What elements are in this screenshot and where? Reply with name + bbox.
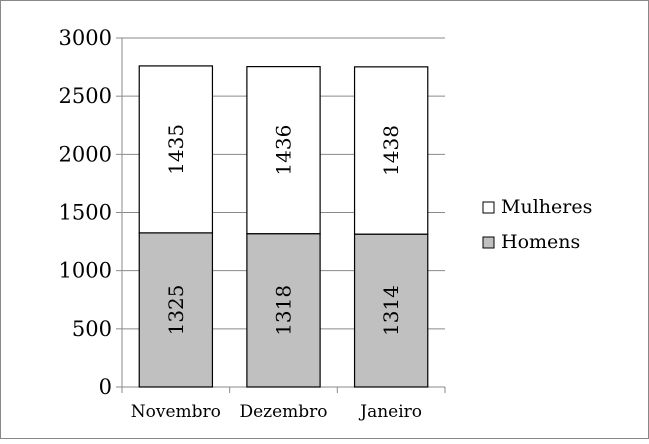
y-tick-label: 1000 [59, 259, 112, 283]
bar-segment-homens [246, 233, 321, 388]
bar-segment-homens [138, 232, 214, 388]
x-tick-label: Dezembro [239, 402, 327, 422]
y-tick-label: 500 [72, 317, 112, 341]
y-tick-label: 2000 [59, 142, 112, 166]
data-label: 1314 [379, 285, 403, 336]
data-label: 1436 [272, 125, 296, 176]
x-tick-label: Novembro [131, 402, 221, 422]
y-tick-label: 1500 [59, 201, 112, 225]
legend-label-homens: Homens [501, 231, 580, 253]
y-tick-label: 3000 [59, 26, 112, 50]
legend-swatch-homens [482, 236, 495, 249]
x-tick-label: Janeiro [358, 402, 422, 422]
legend: Mulheres Homens [482, 196, 592, 253]
data-label: 1318 [272, 285, 296, 336]
data-label: 1325 [164, 284, 188, 335]
y-tick-label: 0 [99, 375, 112, 399]
bar-segment-mulheres [246, 66, 321, 235]
bar-segment-mulheres [138, 65, 214, 234]
bar-segment-homens [353, 233, 429, 388]
data-label: 1435 [164, 124, 188, 175]
bar-segment-mulheres [353, 66, 429, 235]
labels: 1325 1435 1318 1436 1314 1438 [164, 124, 403, 336]
bars [138, 65, 429, 388]
legend-label-mulheres: Mulheres [501, 196, 592, 218]
data-label: 1438 [379, 125, 403, 176]
legend-swatch-mulheres [482, 201, 495, 214]
y-tick-label: 2500 [59, 84, 112, 108]
